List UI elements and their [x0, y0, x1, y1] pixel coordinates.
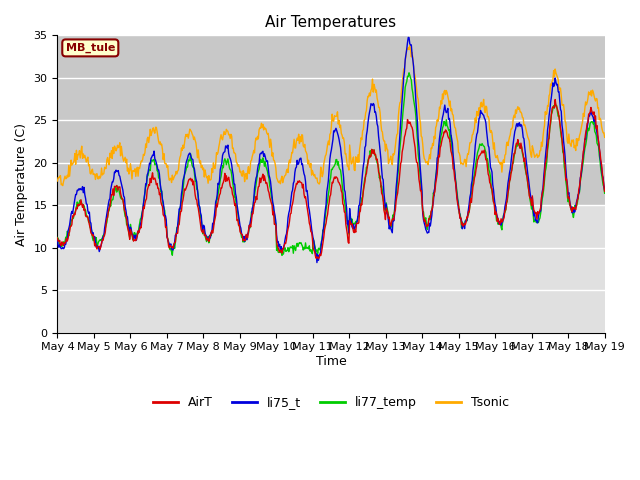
Tsonic [120, 156, 128, 162]
AirT [398, 149, 406, 155]
Tsonic [406, 43, 413, 48]
li77_temp [204, 234, 212, 240]
Tsonic [601, 134, 609, 140]
li75_t [54, 236, 61, 242]
li75_t [398, 96, 406, 102]
li77_temp [120, 201, 127, 206]
li75_t [415, 144, 423, 150]
li77_temp [54, 235, 61, 240]
AirT [204, 236, 212, 242]
li75_t [204, 237, 212, 243]
Tsonic [59, 183, 67, 189]
Line: Tsonic: Tsonic [58, 46, 605, 186]
AirT [175, 222, 183, 228]
Tsonic [415, 106, 423, 111]
Line: li75_t: li75_t [58, 37, 605, 263]
li77_temp [398, 119, 406, 124]
Tsonic [54, 178, 61, 184]
Title: Air Temperatures: Air Temperatures [266, 15, 397, 30]
Tsonic [205, 173, 212, 179]
li75_t [63, 237, 71, 243]
li75_t [175, 206, 183, 212]
Tsonic [176, 155, 184, 160]
X-axis label: Time: Time [316, 355, 346, 368]
AirT [551, 96, 559, 102]
AirT [54, 235, 61, 241]
Tsonic [64, 174, 72, 180]
AirT [63, 238, 71, 244]
li75_t [120, 193, 127, 199]
Line: AirT: AirT [58, 99, 605, 259]
Tsonic [398, 81, 406, 87]
li77_temp [415, 157, 423, 163]
li77_temp [405, 70, 413, 76]
li75_t [313, 260, 321, 265]
li77_temp [63, 228, 71, 234]
li75_t [404, 35, 412, 40]
li77_temp [601, 191, 609, 196]
Y-axis label: Air Temperature (C): Air Temperature (C) [15, 122, 28, 245]
Line: li77_temp: li77_temp [58, 73, 605, 255]
Bar [58, 36, 605, 205]
AirT [601, 189, 609, 194]
AirT [120, 202, 127, 207]
li77_temp [175, 214, 183, 220]
li75_t [601, 188, 609, 193]
li77_temp [278, 252, 286, 258]
AirT [315, 256, 323, 262]
AirT [414, 166, 422, 171]
Legend: AirT, li75_t, li77_temp, Tsonic: AirT, li75_t, li77_temp, Tsonic [148, 391, 514, 414]
Text: MB_tule: MB_tule [66, 43, 115, 53]
